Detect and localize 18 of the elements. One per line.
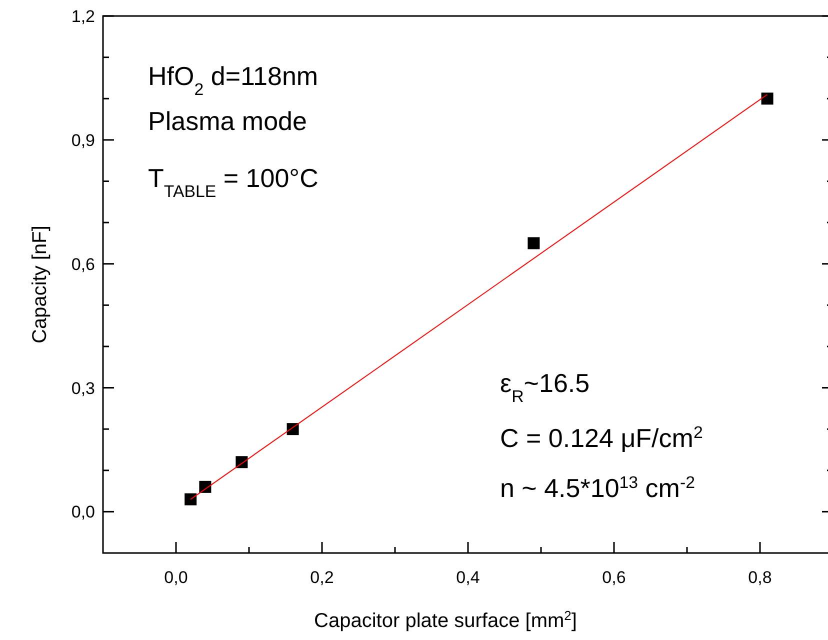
x-tick-label: 0,0 — [164, 568, 188, 587]
annotation: T$_{TABLE}$ = 100°C — [148, 163, 318, 200]
annotation: C = 0.124 μF/cm$^{2}$ — [500, 422, 703, 453]
annotation: HfO$_{2}$ d=118nm — [148, 61, 318, 98]
x-tick-label: 0,4 — [456, 568, 480, 587]
annotation: ε$_{R}$~16.5 — [500, 368, 590, 406]
y-tick-label: 1,2 — [71, 7, 95, 26]
x-axis-title: Capacitor plate surface [mm$^{2}$] — [314, 608, 577, 632]
x-tick-label: 0,6 — [602, 568, 626, 587]
y-axis-title: Capacity [nF] — [29, 226, 51, 344]
y-tick-label: 0,0 — [71, 502, 95, 522]
annotation: Plasma mode — [148, 106, 307, 136]
x-tick-label: 0,2 — [310, 568, 334, 587]
annotation: n ~ 4.5*10$^{13}$ cm$^{-2}$ — [500, 472, 695, 503]
x-tick-label: 0,8 — [748, 568, 772, 587]
y-tick-label: 0,6 — [71, 254, 95, 274]
y-tick-label: 0,3 — [71, 378, 95, 398]
y-tick-label: 0,9 — [71, 130, 95, 150]
